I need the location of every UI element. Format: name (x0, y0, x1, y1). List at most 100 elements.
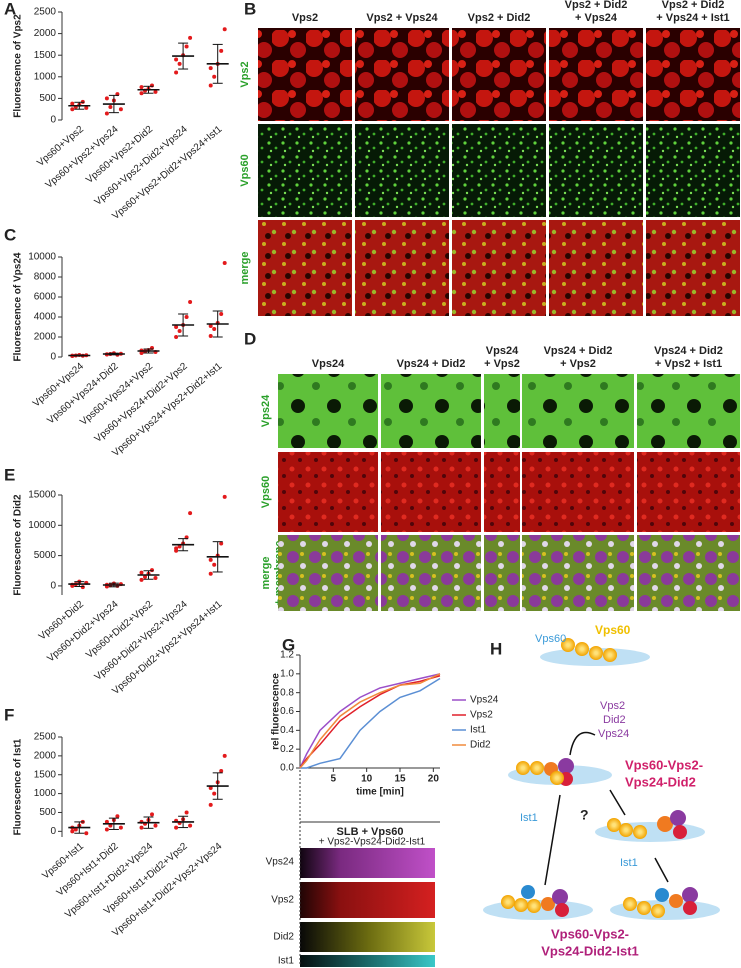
micrograph (381, 452, 481, 532)
protein (516, 761, 530, 775)
legend-label: Ist1 (470, 725, 487, 736)
column-header: Vps24 (486, 345, 519, 357)
label: Ist1 (520, 812, 538, 824)
y-tick-label: 0.4 (280, 725, 294, 736)
micrograph (452, 220, 546, 316)
data-point (150, 568, 154, 573)
y-axis-label: Fluorescence of Did2 (13, 494, 24, 596)
y-tick-label: 0 (50, 581, 56, 592)
y-tick-label: 6000 (34, 292, 57, 303)
protein (651, 904, 665, 918)
label: ? (580, 807, 589, 823)
micrograph (258, 28, 352, 121)
protein (633, 825, 647, 839)
label: Vps60-Vps2- (551, 926, 629, 941)
micrograph (278, 374, 378, 448)
data-point (208, 66, 213, 71)
column-header: Vps2 (292, 12, 318, 24)
data-point (139, 577, 144, 582)
label: Vps24-Did2 (625, 774, 696, 789)
micrograph (355, 220, 449, 316)
diagram (483, 638, 720, 920)
kymograph (299, 770, 440, 967)
micrograph (355, 28, 449, 121)
micrograph (452, 28, 546, 121)
y-tick-label: 1.0 (280, 668, 294, 679)
y-tick-label: 0.2 (280, 744, 294, 755)
data-point (70, 101, 75, 106)
column-header: + Vps2 (484, 358, 520, 370)
data-point (108, 105, 113, 110)
y-tick-label: 5000 (34, 550, 57, 561)
arrow (609, 789, 626, 816)
protein (555, 903, 569, 917)
data-point (84, 831, 89, 836)
micrograph (258, 220, 352, 316)
data-point (174, 825, 179, 830)
data-point (139, 825, 144, 830)
label: Ist1 (620, 857, 638, 869)
data-point (104, 827, 109, 832)
data-point (222, 27, 227, 32)
row-label: merge (260, 556, 272, 589)
data-point (219, 312, 224, 316)
protein (619, 823, 633, 837)
micrograph (355, 124, 449, 217)
label: Vps24-Did2-Ist1 (541, 943, 639, 958)
protein (550, 771, 564, 785)
data-point (188, 511, 193, 516)
column-header: Vps2 + Vps24 (366, 12, 438, 24)
data-point (150, 83, 154, 88)
data-point (153, 576, 158, 581)
data-point (153, 89, 158, 94)
micrograph (637, 374, 740, 448)
data-point (80, 585, 85, 590)
label: Vps24 (598, 728, 629, 740)
protein (607, 818, 621, 832)
data-point (208, 785, 213, 790)
panel-label: B (244, 0, 256, 18)
y-tick-label: 0 (50, 826, 56, 837)
y-tick-label: 2000 (34, 28, 57, 39)
y-tick-label: 2000 (34, 332, 57, 343)
micrograph (522, 374, 634, 448)
data-point (104, 111, 109, 116)
y-tick-label: 0 (50, 352, 56, 363)
data-point (188, 300, 193, 304)
protein (657, 816, 673, 832)
x-axis-label: time [min] (356, 787, 404, 798)
row-label: merge (239, 251, 251, 284)
y-tick-label: 500 (39, 807, 56, 818)
protein (527, 899, 541, 913)
data-point (139, 85, 144, 90)
series-line (299, 673, 441, 769)
data-point (118, 825, 123, 830)
column-header: Vps24 + Did2 (397, 358, 466, 370)
data-point (208, 802, 213, 807)
y-tick-label: 8000 (34, 272, 57, 283)
y-tick-label: 2500 (34, 7, 57, 18)
micrograph (646, 124, 740, 217)
data-point (222, 753, 227, 758)
x-tick-label: 15 (394, 774, 406, 785)
data-point (174, 70, 179, 75)
y-axis-label: Fluorescence of Ist1 (13, 738, 24, 835)
kymo-row-label: Vps2 (271, 895, 294, 906)
data-point (153, 823, 158, 828)
label: Vps60 (535, 633, 566, 645)
micrograph (549, 220, 643, 316)
data-point (174, 335, 179, 339)
data-point (184, 44, 189, 49)
y-axis-label: Fluorescence of Vps24 (13, 252, 24, 361)
data-point (212, 562, 217, 567)
panel-label: C (4, 225, 16, 244)
protein (670, 810, 686, 826)
protein (682, 887, 698, 903)
y-axis-label: rel fluorescence (271, 673, 282, 750)
kymo-row-label: Vps24 (266, 857, 295, 868)
legend-label: Vps2 (470, 710, 493, 721)
column-header: Vps24 (312, 358, 345, 370)
data-point (70, 829, 75, 834)
series-line (300, 677, 441, 769)
protein (541, 897, 555, 911)
